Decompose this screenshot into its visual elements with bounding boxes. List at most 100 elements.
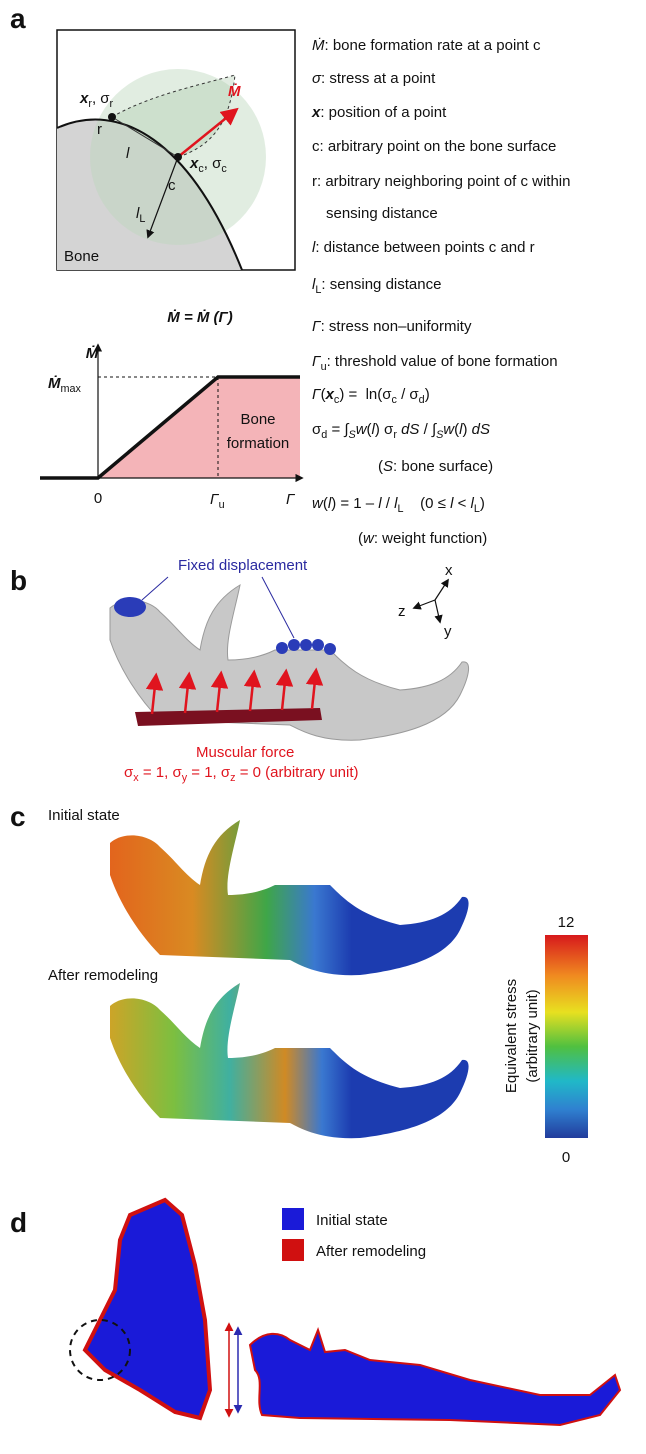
definition-part: : bone formation rate at a point c	[325, 37, 541, 54]
y-axis-label: Ṁ	[86, 345, 99, 362]
shape-comparison	[70, 1200, 620, 1425]
state-label: Initial state	[48, 807, 120, 824]
definition-part: /	[382, 495, 395, 512]
definition-part: ) = ln(σ	[339, 386, 392, 403]
point-label-part: , σ	[204, 155, 222, 172]
axis-label: y	[444, 623, 452, 640]
definition-part: dS	[401, 421, 419, 438]
panel-letter: b	[10, 565, 27, 596]
mandible-model	[110, 577, 469, 740]
radius-label-part: L	[139, 213, 145, 225]
definition-part: r: arbitrary neighboring point of c with…	[312, 173, 570, 190]
definition: l: distance between points c and r	[312, 239, 535, 256]
definition-part: : bone surface)	[393, 458, 493, 475]
definition-part: S	[383, 458, 393, 475]
region-label: Bone	[240, 411, 275, 428]
definition-part: c: arbitrary point on the bone surface	[312, 138, 556, 155]
muscle-label: Muscular force	[196, 744, 294, 761]
definition-part: ) σ	[375, 421, 394, 438]
muscle-values-part: = 1, σ	[139, 764, 183, 781]
definition-part: )	[480, 495, 485, 512]
definition-part: : threshold value of bone formation	[327, 353, 558, 370]
origin-label: 0	[94, 490, 102, 507]
definition-part: sensing distance	[326, 205, 438, 222]
definition-part: <	[453, 495, 470, 512]
fixed-pointer	[142, 577, 168, 600]
mandible-outline	[250, 1330, 620, 1425]
definition: Γ: stress non–uniformity	[312, 318, 472, 335]
panel-letter: a	[10, 3, 26, 34]
definition: Ṁ: bone formation rate at a point c	[312, 37, 541, 54]
axis-label: z	[398, 603, 406, 620]
figure: abcdxr, σrrlxc, σcclLṀBoneṀ = Ṁ (Γ)ṀṀmax…	[0, 0, 646, 1454]
definition-part: dS	[472, 421, 490, 438]
definition: w(l) = 1 – l / lL (0 ≤ l < lL)	[312, 495, 485, 515]
legend-label: After remodeling	[316, 1243, 426, 1260]
definition: Γu: threshold value of bone formation	[312, 353, 558, 373]
y-max-label-part: max	[61, 383, 82, 395]
definition-part: : distance between points c and r	[315, 239, 534, 256]
y-max-label-part: Ṁ	[48, 375, 61, 392]
panel-letter: c	[10, 801, 26, 832]
remodeled-stress-map	[110, 983, 469, 1138]
legend-label: Initial state	[316, 1212, 388, 1229]
legend-swatch	[282, 1239, 304, 1261]
definition-part: )	[425, 386, 430, 403]
graph-title: Ṁ = Ṁ (Γ)	[167, 309, 232, 326]
x-axis-label: Γ	[286, 491, 296, 508]
axis-glyph	[414, 580, 448, 622]
definition-part: : weight function)	[374, 530, 487, 547]
colorbar-tick: 12	[558, 914, 575, 931]
axis-label: x	[445, 562, 453, 579]
initial-stress-map	[110, 820, 469, 975]
definition: lL: sensing distance	[312, 276, 441, 296]
point-r	[108, 113, 116, 121]
colorbar-label: Equivalent stress	[503, 979, 520, 1093]
definition: c: arbitrary point on the bone surface	[312, 138, 556, 155]
bone-label: Bone	[64, 248, 99, 265]
definition: x: position of a point	[311, 104, 447, 121]
colorbar-label: (arbitrary unit)	[524, 989, 541, 1082]
colorbar-tick: 0	[562, 1149, 570, 1166]
definition: sensing distance	[326, 205, 438, 222]
definition: σd = ∫Sw(l) σr dS / ∫Sw(l) dS	[312, 421, 490, 441]
definition: Γ(xc) = ln(σc / σd)	[312, 386, 430, 406]
point-c	[174, 153, 182, 161]
point-label-part: , σ	[92, 90, 110, 107]
definition-part: (0 ≤	[404, 495, 451, 512]
point-label: c	[168, 177, 176, 194]
definition-part: : stress non–uniformity	[321, 318, 472, 335]
fixed-region	[114, 597, 146, 617]
definition: (w: weight function)	[358, 530, 487, 547]
definition-part: Ṁ	[312, 37, 325, 54]
fixed-label: Fixed displacement	[178, 557, 308, 574]
definition-part: / σ	[397, 386, 420, 403]
point-label-part: c	[221, 163, 227, 175]
cross-section	[85, 1200, 210, 1418]
region-label: formation	[227, 435, 290, 452]
muscle-values: σx = 1, σy = 1, σz = 0 (arbitrary unit)	[124, 764, 359, 784]
threshold-label-part: u	[219, 499, 225, 511]
point-label-part: r	[110, 98, 114, 110]
threshold-label: Γu	[210, 491, 225, 511]
fixed-pointer	[262, 577, 294, 638]
muscle-values-part: = 0 (arbitrary unit)	[236, 764, 359, 781]
definition-part: = ∫	[327, 421, 350, 438]
definition: r: arbitrary neighboring point of c with…	[312, 173, 570, 190]
definition-part: : sensing distance	[321, 276, 441, 293]
y-max-label: Ṁmax	[48, 375, 81, 395]
rate-label: Ṁ	[228, 83, 241, 100]
colorbar	[545, 935, 588, 1138]
definition-part: )	[462, 421, 471, 438]
muscle-values-part: = 1, σ	[187, 764, 231, 781]
definition-part: : stress at a point	[321, 70, 436, 87]
definition-part: ) = 1 –	[331, 495, 378, 512]
definition: (S: bone surface)	[378, 458, 493, 475]
panel-letter: d	[10, 1207, 27, 1238]
state-label: After remodeling	[48, 967, 158, 984]
page: { "panel_labels": ["a", "b", "c", "d"], …	[0, 0, 646, 1454]
sensing-diagram	[57, 30, 295, 270]
point-label: r	[97, 121, 102, 138]
legend-swatch	[282, 1208, 304, 1230]
definition-part: : position of a point	[320, 104, 447, 121]
